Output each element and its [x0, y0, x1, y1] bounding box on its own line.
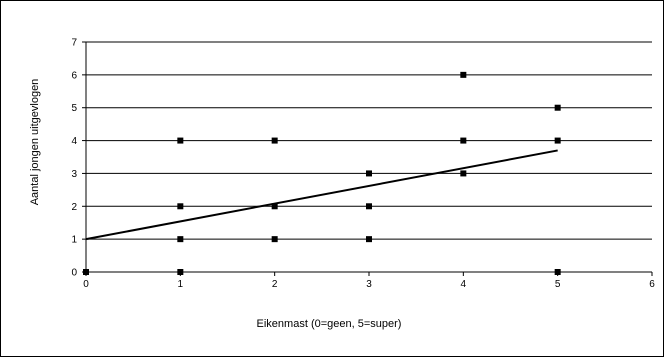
data-point-2-1	[271, 236, 278, 243]
data-point-2-2	[271, 203, 278, 210]
y-tick-label-6: 6	[71, 70, 77, 81]
data-point-5-0	[554, 269, 561, 275]
data-point-2-4	[271, 137, 278, 144]
x-tick-label-1: 1	[178, 279, 184, 290]
data-point-3-1	[366, 236, 372, 243]
data-point-3-3	[366, 170, 372, 177]
data-points	[83, 71, 561, 275]
y-tick-label-7: 7	[71, 38, 77, 49]
x-tick-label-6: 6	[649, 279, 655, 290]
x-tick-label-3: 3	[366, 279, 372, 290]
trendline	[85, 149, 558, 241]
data-point-1-1	[177, 236, 184, 243]
x-tick-label-0: 0	[83, 279, 89, 290]
data-point-0-0	[83, 269, 89, 275]
data-point-3-2	[366, 203, 372, 210]
grid-lines	[86, 41, 652, 240]
data-point-5-5	[554, 104, 561, 111]
x-axis-title: Eikenmast (0=geen, 5=super)	[257, 318, 402, 330]
x-tick-label-4: 4	[461, 279, 467, 290]
data-point-5-4	[554, 137, 561, 144]
data-point-1-4	[177, 137, 184, 144]
data-point-4-6	[460, 71, 467, 78]
tick-labels: 0 1 2 3 4 5 6 7 0 1 2 3 4 5 6	[71, 38, 655, 291]
data-point-4-3	[460, 170, 467, 177]
y-tick-label-4: 4	[71, 136, 77, 147]
y-tick-label-5: 5	[71, 103, 77, 114]
trendline-group	[85, 149, 558, 241]
y-tick-label-2: 2	[71, 202, 77, 213]
y-tick-label-3: 3	[71, 169, 77, 180]
y-axis-title: Aantal jongen uitgevlogen	[29, 79, 41, 206]
data-point-1-2	[177, 203, 184, 210]
x-tick-label-2: 2	[272, 279, 278, 290]
data-point-1-0	[177, 269, 184, 275]
y-tick-label-1: 1	[71, 235, 77, 246]
data-point-4-4	[460, 137, 467, 144]
x-tick-label-5: 5	[555, 279, 561, 290]
y-tick-label-0: 0	[71, 268, 77, 279]
